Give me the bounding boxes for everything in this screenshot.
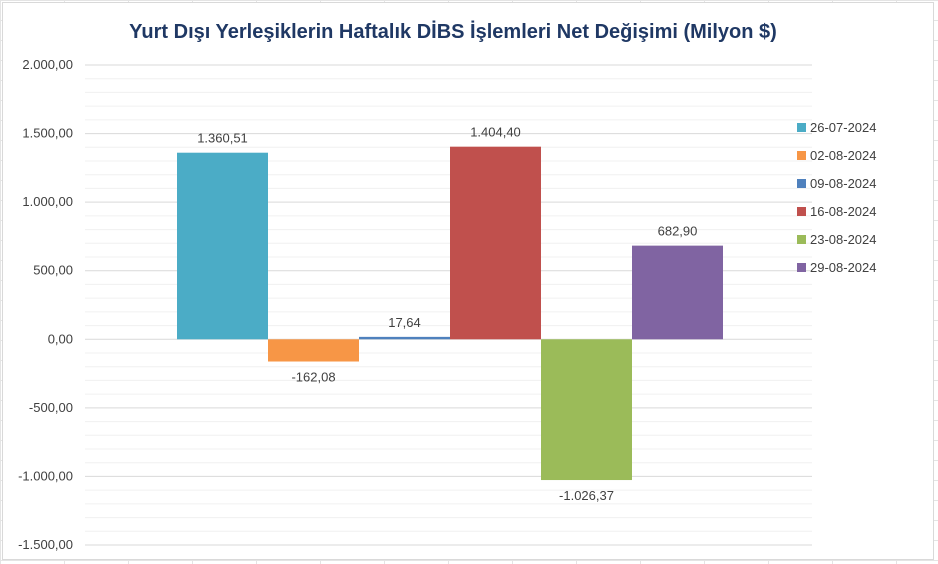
bar-02-08-2024 bbox=[268, 339, 359, 362]
data-label: 682,90 bbox=[658, 224, 698, 239]
y-tick-label: 1.000,00 bbox=[22, 194, 73, 209]
legend-entry: 16-08-2024 bbox=[810, 204, 877, 219]
data-label: 1.360,51 bbox=[197, 131, 248, 146]
y-tick-label: -500,00 bbox=[29, 400, 73, 415]
y-tick-label: -1.500,00 bbox=[18, 537, 73, 552]
data-label: 17,64 bbox=[388, 315, 421, 330]
legend-swatch bbox=[797, 263, 806, 272]
legend-entry: 29-08-2024 bbox=[810, 260, 877, 275]
legend-swatch bbox=[797, 179, 806, 188]
y-tick-label: -1.000,00 bbox=[18, 468, 73, 483]
legend-entry: 09-08-2024 bbox=[810, 176, 877, 191]
legend-swatch bbox=[797, 151, 806, 160]
legend-swatch bbox=[797, 207, 806, 216]
bar-16-08-2024 bbox=[450, 146, 541, 340]
bar-26-07-2024 bbox=[177, 152, 268, 340]
data-label: -162,08 bbox=[291, 370, 335, 385]
data-label: 1.404,40 bbox=[470, 125, 521, 140]
legend-entry: 02-08-2024 bbox=[810, 148, 877, 163]
legend-entry: 23-08-2024 bbox=[810, 232, 877, 247]
bar-23-08-2024 bbox=[541, 339, 632, 481]
y-tick-label: 500,00 bbox=[33, 263, 73, 278]
bar-09-08-2024 bbox=[359, 336, 450, 340]
chart-title: Yurt Dışı Yerleşiklerin Haftalık DİBS İş… bbox=[129, 21, 777, 43]
legend-swatch bbox=[797, 123, 806, 132]
legend-swatch bbox=[797, 235, 806, 244]
y-tick-label: 1.500,00 bbox=[22, 126, 73, 141]
y-tick-label: 0,00 bbox=[48, 331, 73, 346]
legend-entry: 26-07-2024 bbox=[810, 120, 877, 135]
y-tick-label: 2.000,00 bbox=[22, 57, 73, 72]
bar-29-08-2024 bbox=[632, 245, 723, 340]
data-label: -1.026,37 bbox=[559, 488, 614, 503]
